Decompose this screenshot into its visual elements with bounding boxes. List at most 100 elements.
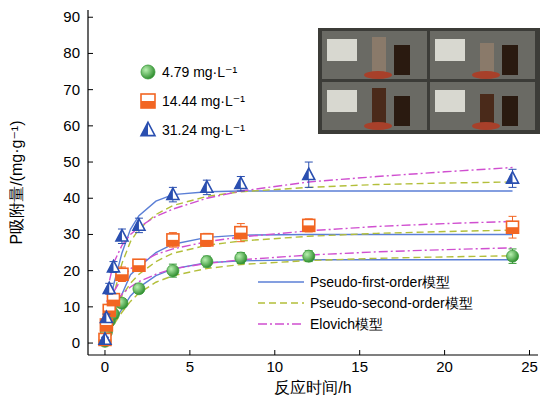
- marker: [100, 311, 112, 322]
- photo-bottle: [480, 43, 494, 75]
- y-tick-label: 10: [63, 298, 80, 315]
- x-axis-title: 反应时间/h: [274, 379, 351, 396]
- marker-part: [201, 240, 213, 246]
- x-tick: [104, 350, 105, 355]
- error-cap: [305, 187, 313, 188]
- marker: [167, 188, 179, 199]
- marker-part: [107, 300, 119, 306]
- legend-label: 31.24 mg·L⁻¹: [162, 122, 245, 138]
- marker: [103, 282, 115, 293]
- marker: [107, 260, 119, 271]
- marker: [167, 265, 179, 277]
- error-cap: [509, 216, 517, 217]
- x-tick-label: 10: [266, 358, 283, 375]
- fit-line: [105, 191, 513, 343]
- y-tick: [88, 89, 93, 90]
- background: [0, 0, 547, 401]
- error-cap: [509, 263, 517, 264]
- marker-part: [133, 265, 145, 271]
- legend-marker: [141, 65, 155, 79]
- line-legend: Pseudo-first-order模型Pseudo-second-order模…: [258, 274, 473, 332]
- legend-label: Elovich模型: [310, 316, 383, 332]
- marker-part: [141, 122, 148, 135]
- marker-part: [167, 240, 179, 246]
- marker-part: [133, 259, 145, 271]
- x-tick: [529, 350, 530, 355]
- error-cap: [118, 267, 126, 268]
- marker-part: [507, 172, 519, 183]
- y-tick-label: 50: [63, 153, 80, 170]
- marker: [99, 333, 111, 345]
- marker-part: [100, 311, 106, 322]
- marker-part: [201, 234, 213, 246]
- marker: [133, 219, 145, 230]
- y-tick-label: 20: [63, 262, 80, 279]
- marker: [507, 172, 519, 183]
- error-cap: [509, 187, 517, 188]
- y-tick-label: 60: [63, 117, 80, 134]
- x-axis: [88, 354, 538, 355]
- error-cap: [118, 243, 126, 244]
- error-cap: [135, 232, 143, 233]
- marker: [303, 219, 315, 231]
- marker: [235, 227, 247, 239]
- photo-cell: [430, 82, 535, 130]
- x-tick-label: 15: [351, 358, 368, 375]
- x-tick-label: 25: [521, 358, 538, 375]
- marker-part: [235, 227, 247, 239]
- y-tick-label: 30: [63, 225, 80, 242]
- x-tick: [274, 350, 275, 355]
- photo-cell: [322, 31, 427, 79]
- marker-part: [133, 219, 145, 230]
- marker-part: [103, 282, 115, 293]
- marker: [167, 234, 179, 246]
- photo-base: [472, 122, 500, 130]
- marker-part: [116, 274, 128, 280]
- marker-part: [303, 168, 315, 179]
- marker-part: [201, 181, 213, 192]
- photo-cell: [322, 82, 427, 130]
- photo-bottle: [502, 45, 518, 75]
- fit-line: [106, 248, 513, 332]
- marker: [303, 250, 315, 262]
- y-tick-label: 0: [72, 334, 80, 351]
- marker-part: [235, 177, 241, 188]
- error-cap: [509, 238, 517, 239]
- y-tick: [88, 125, 93, 126]
- marker-part: [107, 294, 119, 306]
- marker-part: [235, 177, 247, 188]
- photo-inset: [318, 28, 540, 134]
- marker: [235, 177, 247, 188]
- y-tick: [88, 162, 93, 163]
- x-tick: [189, 350, 190, 355]
- marker: [201, 256, 213, 268]
- legend-line: [258, 302, 304, 304]
- plot-area: [99, 162, 519, 347]
- photo-base: [364, 71, 392, 79]
- legend-line: [258, 281, 304, 283]
- y-tick: [88, 198, 93, 199]
- y-tick-label: 40: [63, 189, 80, 206]
- photo-display: [327, 90, 357, 112]
- marker-part: [167, 188, 179, 199]
- photo-display: [435, 90, 465, 112]
- marker-part: [107, 260, 119, 271]
- error-cap: [203, 194, 211, 195]
- legend-line: [258, 323, 304, 325]
- photo-bottle: [394, 45, 410, 75]
- photo-display: [327, 39, 357, 61]
- marker: [133, 259, 145, 271]
- error-cap: [169, 247, 177, 248]
- marker-part: [201, 181, 207, 192]
- y-tick: [88, 17, 93, 18]
- y-axis: [87, 10, 88, 355]
- marker-part: [100, 311, 112, 322]
- legend-label: Pseudo-second-order模型: [310, 295, 473, 311]
- legend-marker: [141, 122, 155, 135]
- marker-part: [99, 333, 105, 344]
- marker-legend: 4.79 mg·L⁻¹14.44 mg·L⁻¹31.24 mg·L⁻¹: [141, 64, 245, 138]
- marker-part: [507, 227, 519, 233]
- marker-part: [107, 260, 113, 271]
- marker-part: [303, 225, 315, 231]
- marker-part: [141, 94, 155, 108]
